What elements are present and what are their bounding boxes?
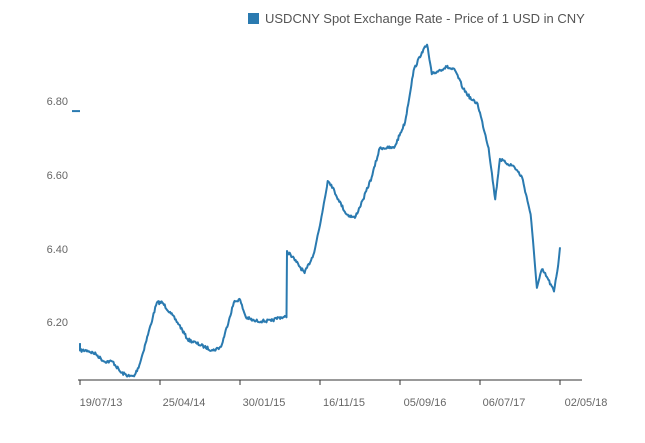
legend-label: USDCNY Spot Exchange Rate - Price of 1 U…	[265, 11, 585, 26]
series-layer	[79, 43, 561, 378]
y-axis: 6.20 6.40 6.60 6.80	[47, 96, 68, 329]
legend-swatch	[248, 13, 259, 24]
y-tick-label: 6.80	[47, 96, 68, 108]
x-tick-label: 30/01/15	[243, 397, 286, 409]
x-tick-label: 16/11/15	[323, 397, 365, 409]
x-tick-label: 19/07/13	[80, 397, 123, 409]
legend: USDCNY Spot Exchange Rate - Price of 1 U…	[248, 11, 585, 26]
x-tick-label: 02/05/18	[565, 397, 608, 409]
y-tick-label: 6.60	[47, 170, 68, 182]
x-tick-label: 25/04/14	[163, 397, 206, 409]
x-tick-label: 05/09/16	[404, 397, 447, 409]
y-tick-label: 6.40	[47, 244, 68, 256]
x-tick-label: 06/07/17	[483, 397, 526, 409]
x-axis: 19/07/13 25/04/14 30/01/15 16/11/15 05/0…	[78, 379, 608, 409]
y-tick-label: 6.20	[47, 317, 68, 329]
series-line	[79, 43, 561, 378]
